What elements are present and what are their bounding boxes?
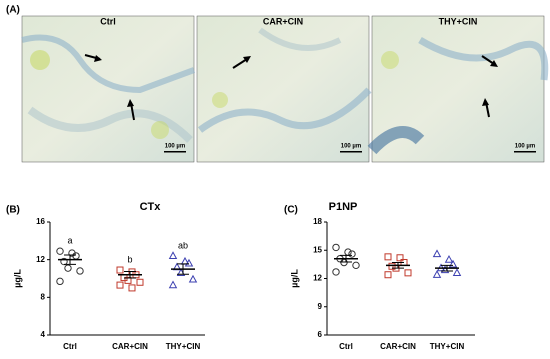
data-point xyxy=(184,258,194,267)
image-title: Ctrl xyxy=(100,16,116,26)
data-point xyxy=(332,268,340,276)
data-point xyxy=(452,268,462,276)
data-point xyxy=(124,276,132,284)
data-point xyxy=(348,250,356,258)
data-point xyxy=(388,262,396,270)
data-point xyxy=(432,249,442,258)
data-point xyxy=(136,278,144,286)
chart-title: P1NP xyxy=(329,201,358,213)
y-tick-label: 18 xyxy=(313,217,322,226)
data-point xyxy=(76,267,84,275)
micrograph xyxy=(21,15,196,163)
micrograph xyxy=(367,15,549,163)
data-point xyxy=(128,284,136,292)
x-tick-label: THY+CIN xyxy=(166,342,201,351)
data-point xyxy=(188,274,198,283)
annotation: ab xyxy=(178,240,188,250)
data-point xyxy=(384,271,392,279)
y-tick-label: 16 xyxy=(36,217,45,226)
panel-label: (B) xyxy=(6,205,20,216)
scale-bar-label: 100 µm xyxy=(515,144,535,150)
y-tick-label: 6 xyxy=(318,330,323,339)
y-tick-label: 9 xyxy=(318,302,323,311)
data-point xyxy=(444,255,454,263)
x-tick-label: Ctrl xyxy=(63,342,77,351)
data-point xyxy=(404,269,412,277)
panel-label: (A) xyxy=(6,5,20,16)
x-tick-label: CAR+CIN xyxy=(112,342,148,351)
data-point xyxy=(168,251,178,259)
panel-label: (C) xyxy=(284,205,298,216)
scale-bar-label: 100 µm xyxy=(165,144,185,150)
data-point xyxy=(448,259,458,268)
y-axis-label: µg/L xyxy=(12,269,22,288)
y-tick-label: 15 xyxy=(313,245,322,254)
chart-title: CTx xyxy=(140,201,162,213)
data-point xyxy=(352,261,360,270)
data-point xyxy=(432,270,442,278)
image-title: THY+CIN xyxy=(439,16,478,26)
y-tick-label: 12 xyxy=(313,274,322,283)
data-point xyxy=(56,247,64,255)
error-bar xyxy=(124,270,136,279)
x-tick-label: CAR+CIN xyxy=(380,342,416,351)
y-tick-label: 8 xyxy=(41,292,46,301)
scale-bar-label: 100 µm xyxy=(341,144,361,150)
error-bar xyxy=(64,254,76,265)
micrograph xyxy=(196,15,372,163)
data-point xyxy=(384,253,392,261)
annotation: a xyxy=(67,236,72,246)
data-point xyxy=(64,264,72,272)
error-bar xyxy=(392,261,404,269)
error-bar xyxy=(441,264,453,272)
x-tick-label: THY+CIN xyxy=(430,342,465,351)
annotation: b xyxy=(127,254,132,264)
data-point xyxy=(344,248,352,256)
data-point xyxy=(56,277,64,286)
y-axis-label: µg/L xyxy=(289,269,299,288)
data-point xyxy=(168,280,178,289)
y-tick-label: 12 xyxy=(36,255,45,264)
data-point xyxy=(396,254,404,262)
data-point xyxy=(332,243,340,252)
data-point xyxy=(116,281,124,289)
x-tick-label: Ctrl xyxy=(339,342,353,351)
data-point xyxy=(116,266,124,274)
image-title: CAR+CIN xyxy=(263,16,303,26)
error-bar xyxy=(340,254,352,263)
y-tick-label: 4 xyxy=(41,330,46,339)
error-bar xyxy=(177,263,189,275)
